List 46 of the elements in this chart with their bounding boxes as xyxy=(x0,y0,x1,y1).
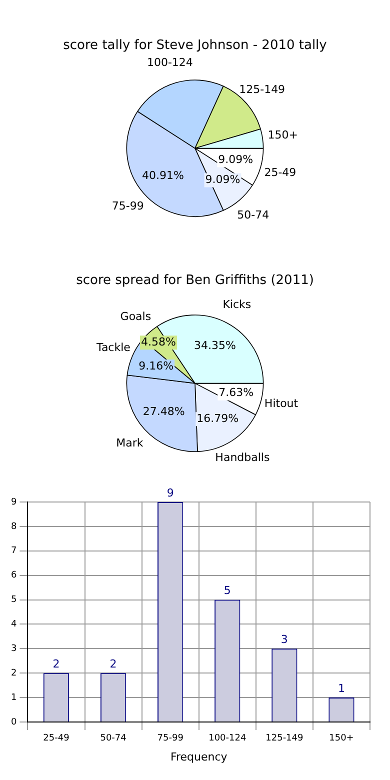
slice-label: Hitout xyxy=(264,397,299,410)
y-tick-label: 4 xyxy=(10,620,17,630)
slice-label: Tackle xyxy=(96,340,131,354)
data-label: 5 xyxy=(224,584,231,598)
slice-label: 50-74 xyxy=(237,208,270,222)
data-label: 2 xyxy=(110,657,117,670)
data-label: 2 xyxy=(52,657,60,670)
y-tick-label: 8 xyxy=(10,522,17,532)
slice-label: 25-49 xyxy=(264,166,296,180)
data-label: 7.63% xyxy=(218,386,254,400)
slice-label: Handballs xyxy=(215,451,270,464)
slice-label: Mark xyxy=(116,436,144,450)
data-label: 3 xyxy=(280,633,288,646)
y-tick-label: 5 xyxy=(10,595,17,606)
x-tick-label: 50-74 xyxy=(100,734,127,744)
y-tick-label: 6 xyxy=(10,570,17,581)
y-tick-label: 2 xyxy=(10,668,17,678)
slice-label: Kicks xyxy=(222,298,252,311)
x-tick-label: 100-124 xyxy=(208,734,246,744)
x-axis-title: Frequency xyxy=(170,750,228,764)
x-tick-label: 25-49 xyxy=(43,734,70,744)
slice-label: 75-99 xyxy=(112,199,144,212)
data-label: 4.58% xyxy=(141,336,176,348)
data-label: 40.91% xyxy=(142,168,184,182)
data-label: 34.35% xyxy=(194,338,236,352)
y-tick-label: 7 xyxy=(10,546,17,556)
chart-title: score spread for Ben Griffiths (2011) xyxy=(76,273,314,288)
x-tick-label: 150+ xyxy=(329,734,354,744)
x-tick-label: 75-99 xyxy=(157,734,184,744)
y-tick-label: 0 xyxy=(10,717,17,728)
x-tick-label: 125-149 xyxy=(266,734,304,744)
chart-title: score tally for Steve Johnson - 2010 tally xyxy=(63,38,328,54)
slice-label: Goals xyxy=(120,310,152,324)
data-label: 9.16% xyxy=(138,359,174,372)
slice-label: 150+ xyxy=(268,128,298,142)
data-label: 16.79% xyxy=(196,412,239,425)
y-tick-label: 3 xyxy=(10,644,17,654)
slice-label: 125-149 xyxy=(239,82,286,96)
data-label: 9.09% xyxy=(218,153,254,166)
data-label: 9.09% xyxy=(205,173,240,186)
data-label: 9 xyxy=(166,486,174,500)
data-label: 27.48% xyxy=(142,404,185,418)
y-tick-label: 9 xyxy=(10,497,17,508)
slice-label: 100-124 xyxy=(146,56,193,69)
y-tick-label: 1 xyxy=(10,692,17,703)
data-label: 1 xyxy=(338,682,345,695)
